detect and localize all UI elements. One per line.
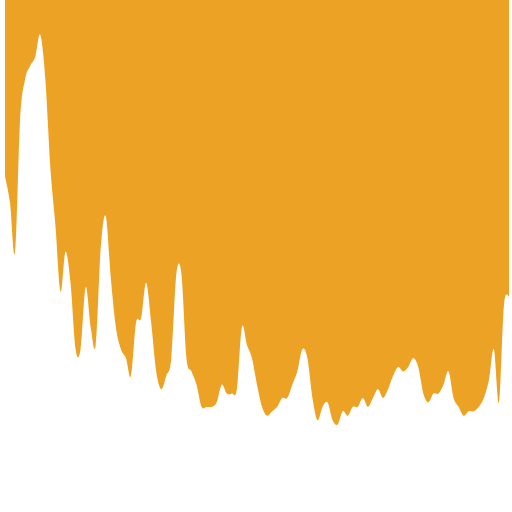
area-series [5, 0, 509, 426]
